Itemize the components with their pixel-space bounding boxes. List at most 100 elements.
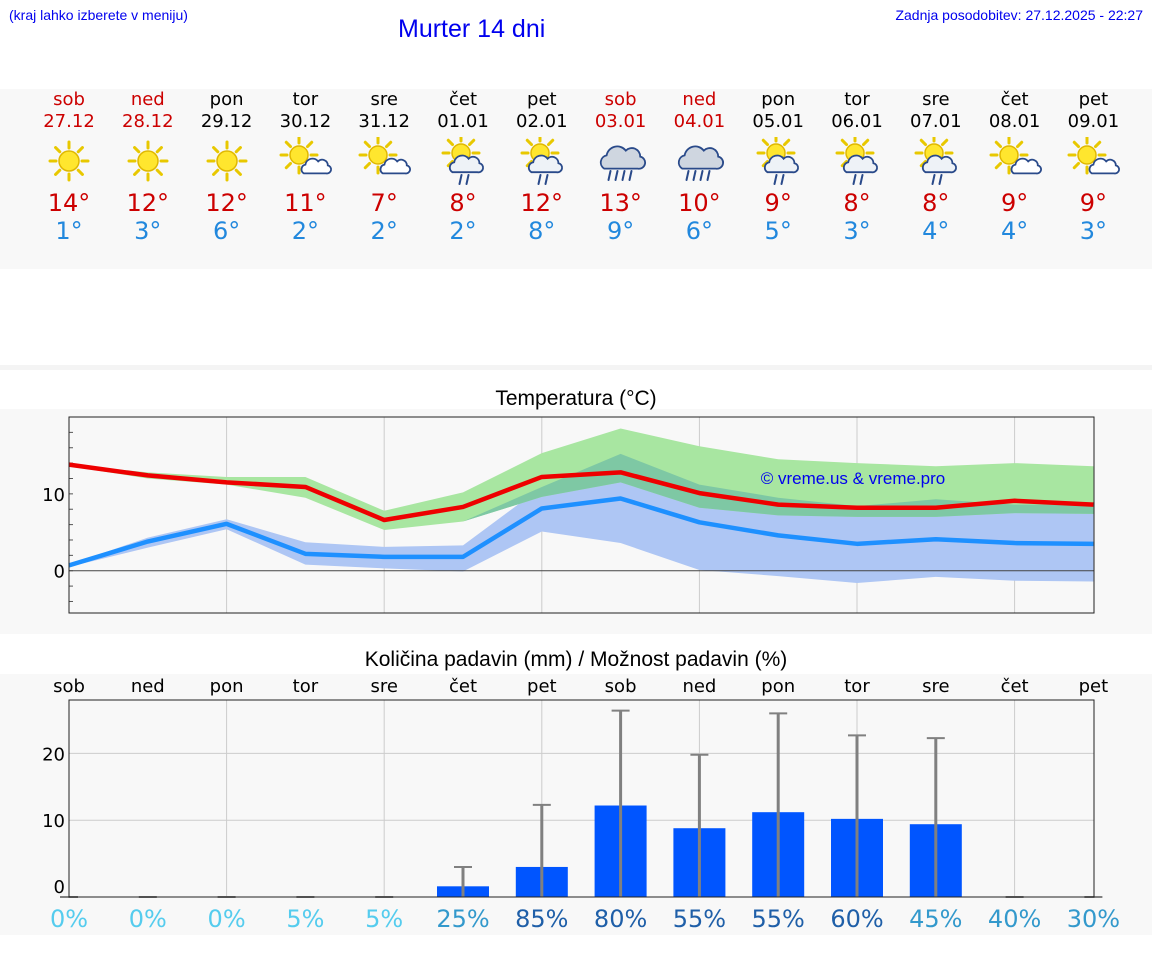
location-hint: (kraj lahko izberete v meniju) — [9, 7, 188, 23]
day-name: pet — [527, 89, 557, 110]
day-date: 04.01 — [673, 111, 726, 132]
watermark: © vreme.us & vreme.pro — [761, 469, 945, 488]
category-label: sob — [605, 676, 637, 697]
probability-label: 60% — [830, 905, 883, 933]
max-temp: 9° — [764, 189, 792, 217]
divider — [0, 365, 1152, 370]
probability-label: 5% — [365, 905, 403, 933]
category-label: pet — [1079, 676, 1109, 697]
category-label: ned — [131, 676, 165, 697]
day-column: ned 04.01 10° 6° — [659, 89, 739, 245]
day-column: pet 09.01 9° 3° — [1053, 89, 1133, 245]
min-temp: 9° — [606, 217, 635, 245]
max-temp: 12° — [205, 189, 248, 217]
day-column: tor 30.12 11° 2° — [265, 89, 345, 245]
day-column: sob 27.12 14° 1° — [29, 89, 109, 245]
precipitation-chart-title: Količina padavin (mm) / Možnost padavin … — [364, 648, 788, 671]
max-temp: 11° — [284, 189, 327, 217]
min-temp: 2° — [449, 217, 477, 245]
y-tick-label: 20 — [42, 744, 65, 765]
probability-label: 55% — [673, 905, 726, 933]
category-label: tor — [844, 676, 870, 697]
day-column: čet 08.01 9° 4° — [975, 89, 1055, 245]
category-label: ned — [682, 676, 716, 697]
days-panel — [0, 89, 1152, 269]
sun-rain-icon — [756, 137, 800, 185]
day-name: pet — [1078, 89, 1109, 110]
temperature-chart: 0 10 © vreme.us & vreme.pro — [42, 416, 1095, 614]
probability-label: 40% — [988, 905, 1041, 933]
max-temp: 7° — [370, 189, 398, 217]
category-label: pon — [761, 676, 795, 697]
category-label: čet — [1001, 676, 1029, 697]
day-date: 03.01 — [594, 111, 647, 132]
day-column: pet 02.01 12° 8° — [502, 89, 582, 245]
day-date: 01.01 — [437, 111, 489, 132]
min-temp: 2° — [370, 217, 398, 245]
day-date: 05.01 — [752, 111, 804, 132]
day-date: 07.01 — [910, 111, 962, 132]
max-temp: 14° — [47, 189, 91, 217]
day-name: ned — [682, 89, 717, 110]
day-date: 29.12 — [200, 111, 253, 132]
sun-cloud-icon — [279, 137, 333, 175]
day-date: 28.12 — [122, 111, 174, 132]
min-temp-line — [68, 496, 1094, 568]
day-date: 31.12 — [358, 111, 410, 132]
min-range-band — [69, 453, 1094, 584]
max-temp: 10° — [678, 189, 721, 217]
probability-label: 5% — [286, 905, 324, 933]
max-temp: 8° — [922, 189, 950, 217]
day-name: sob — [53, 89, 85, 110]
category-label: pon — [210, 676, 244, 697]
min-temp: 8° — [528, 217, 556, 245]
sun-icon — [127, 140, 169, 182]
day-name: pon — [761, 89, 796, 110]
day-name: tor — [844, 89, 870, 110]
plot-frame — [68, 416, 1095, 614]
max-temp-line — [68, 462, 1094, 523]
min-temp: 4° — [922, 217, 950, 245]
day-name: sob — [604, 89, 637, 110]
sun-rain-icon — [441, 137, 484, 185]
category-label: tor — [293, 676, 319, 697]
plot-frame — [68, 699, 1095, 898]
category-label: sob — [53, 676, 85, 697]
day-column: tor 06.01 8° 3° — [817, 89, 897, 245]
temperature-chart-title: Temperatura (°C) — [495, 387, 657, 410]
probability-label: 55% — [752, 905, 805, 933]
day-name: pon — [209, 89, 244, 110]
day-date: 08.01 — [988, 111, 1041, 132]
day-column: pon 05.01 9° 5° — [738, 89, 818, 245]
category-label: čet — [449, 676, 477, 697]
day-name: tor — [292, 89, 319, 110]
max-temp: 9° — [1000, 189, 1029, 217]
max-temp: 12° — [520, 189, 564, 217]
y-tick-label: 0 — [54, 877, 65, 898]
day-column: pon 29.12 12° 6° — [187, 89, 267, 245]
max-temp: 8° — [843, 189, 871, 217]
day-date: 30.12 — [279, 111, 332, 132]
y-tick-label: 10 — [42, 811, 65, 832]
min-temp: 3° — [843, 217, 871, 245]
probability-label: 0% — [129, 905, 167, 933]
min-temp: 6° — [212, 217, 241, 245]
min-temp: 6° — [685, 217, 714, 245]
day-column: čet 01.01 8° 2° — [423, 89, 503, 245]
sun-cloud-icon — [989, 137, 1042, 175]
y-tick-label: 10 — [42, 485, 65, 506]
probability-label: 0% — [50, 905, 88, 933]
probability-label: 80% — [594, 905, 647, 933]
min-temp: 5° — [764, 217, 792, 245]
day-name: ned — [130, 89, 165, 110]
max-temp: 12° — [126, 189, 170, 217]
sun-rain-icon — [914, 137, 957, 185]
sun-rain-icon — [835, 137, 878, 185]
min-temp: 2° — [291, 217, 320, 245]
category-label: sre — [370, 676, 397, 697]
sun-cloud-icon — [358, 137, 412, 175]
day-name: čet — [448, 89, 478, 110]
day-name: sre — [370, 89, 398, 110]
category-label: sre — [922, 676, 949, 697]
